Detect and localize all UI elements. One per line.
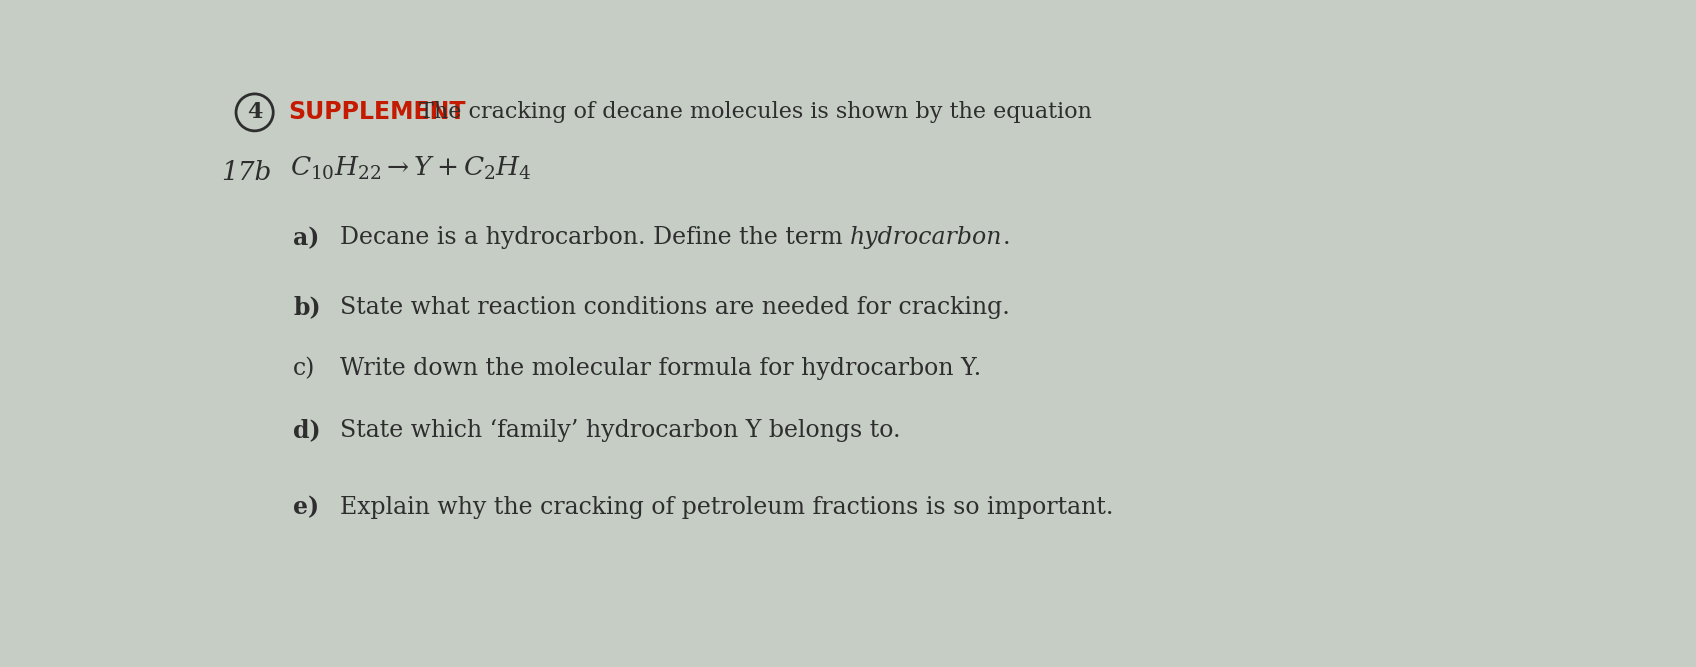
Text: SUPPLEMENT: SUPPLEMENT (288, 100, 465, 124)
Text: a): a) (293, 226, 321, 250)
Text: State which ‘family’ hydrocarbon Y belongs to.: State which ‘family’ hydrocarbon Y belon… (339, 419, 901, 442)
Text: .: . (1002, 226, 1011, 249)
Text: Write down the molecular formula for hydrocarbon Y.: Write down the molecular formula for hyd… (339, 358, 980, 380)
Text: b): b) (293, 295, 321, 319)
Text: c): c) (293, 358, 315, 380)
Text: Explain why the cracking of petroleum fractions is so important.: Explain why the cracking of petroleum fr… (339, 496, 1113, 519)
Text: State what reaction conditions are needed for cracking.: State what reaction conditions are neede… (339, 295, 1009, 319)
Text: 4: 4 (248, 101, 263, 123)
Text: $\mathit{C}_{10}\mathit{H}_{22} \rightarrow \mathit{Y} + \mathit{C}_{2}\mathit{H: $\mathit{C}_{10}\mathit{H}_{22} \rightar… (290, 155, 531, 182)
Text: Decane is a hydrocarbon. Define the term: Decane is a hydrocarbon. Define the term (339, 226, 850, 249)
Text: 17b: 17b (220, 160, 271, 185)
Text: e): e) (293, 496, 319, 520)
Text: d): d) (293, 418, 321, 442)
Text: hydrocarbon: hydrocarbon (850, 226, 1002, 249)
Text: The cracking of decane molecules is shown by the equation: The cracking of decane molecules is show… (412, 101, 1092, 123)
